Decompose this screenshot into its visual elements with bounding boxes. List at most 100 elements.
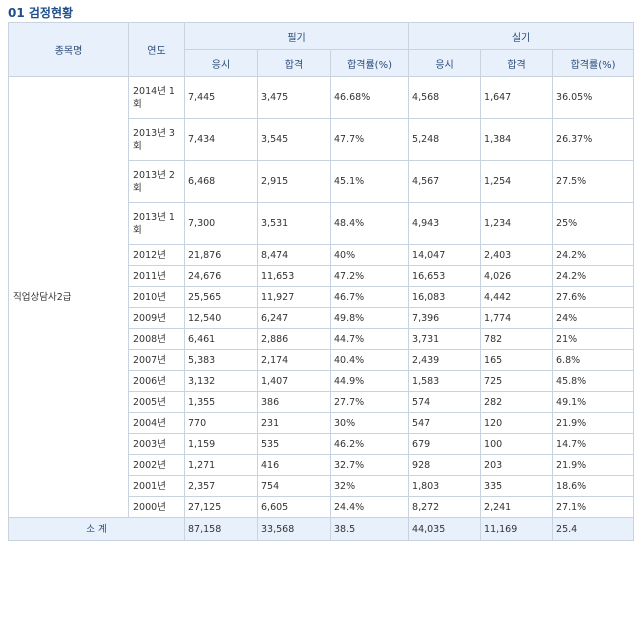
year-cell: 2007년 — [128, 349, 185, 371]
value-cell-w-pass: 231 — [257, 412, 331, 434]
value-cell-p-rate: 27.6% — [552, 286, 635, 308]
year-cell: 2006년 — [128, 370, 185, 392]
exam-status-table: 종목명 연도 필기 실기 응시 합격 합격률(%) 응시 합격 합격률(%) 직… — [8, 22, 635, 541]
year-cell: 2000년 — [128, 496, 185, 518]
value-cell-p-rate: 24% — [552, 307, 635, 329]
value-cell-p-pass: 1,647 — [480, 76, 554, 119]
value-cell-p-rate: 27.5% — [552, 160, 635, 203]
value-cell-p-app: 547 — [408, 412, 482, 434]
value-cell-p-pass: 1,234 — [480, 202, 554, 245]
value-cell-w-app: 5,383 — [184, 349, 258, 371]
value-cell-p-app: 16,083 — [408, 286, 482, 308]
value-cell-p-pass: 2,241 — [480, 496, 554, 518]
value-cell-w-pass: 1,407 — [257, 370, 331, 392]
value-cell-p-rate: 18.6% — [552, 475, 635, 497]
table-row: 2010년 25,565 11,927 46.7% 16,083 4,442 27.6% — [9, 286, 635, 308]
value-cell-w-rate: 47.7% — [329, 118, 410, 161]
value-cell-w-rate: 44.7% — [329, 328, 410, 350]
value-cell-p-pass: 203 — [480, 454, 554, 476]
total-cell-p-pass: 11,169 — [480, 517, 554, 541]
table-row: 2011년 24,676 11,653 47.2% 16,653 4,026 24.2% — [9, 265, 635, 287]
value-cell-w-app: 21,876 — [184, 244, 258, 266]
value-cell-p-app: 8,272 — [408, 496, 482, 518]
table-body: 직업상담사2급 2014년 1회 7,445 3,475 46.68% 4,568 1,64… — [8, 76, 635, 541]
value-cell-w-pass: 754 — [257, 475, 331, 497]
header-year: 연도 — [128, 22, 185, 77]
year-cell: 2002년 — [128, 454, 185, 476]
value-cell-w-pass: 6,247 — [257, 307, 331, 329]
value-cell-w-rate: 30% — [329, 412, 410, 434]
value-cell-p-pass: 120 — [480, 412, 554, 434]
year-cell: 2009년 — [128, 307, 185, 329]
year-cell: 2003년 — [128, 433, 185, 455]
value-cell-p-rate: 49.1% — [552, 391, 635, 413]
table-row: 2009년 12,540 6,247 49.8% 7,396 1,774 24% — [9, 307, 635, 329]
value-cell-w-pass: 11,653 — [257, 265, 331, 287]
value-cell-p-app: 928 — [408, 454, 482, 476]
value-cell-w-rate: 48.4% — [329, 202, 410, 245]
header-written-passed: 합격 — [257, 49, 331, 77]
header-written-applicants: 응시 — [184, 49, 258, 77]
header-row-sub: 응시 합격 합격률(%) 응시 합격 합격률(%) — [9, 49, 635, 77]
year-cell: 2014년 1회 — [128, 76, 185, 119]
value-cell-w-app: 3,132 — [184, 370, 258, 392]
header-written-rate: 합격률(%) — [329, 49, 410, 77]
value-cell-w-rate: 24.4% — [329, 496, 410, 518]
year-cell: 2013년 2회 — [128, 160, 185, 203]
value-cell-w-app: 770 — [184, 412, 258, 434]
header-written: 필기 — [183, 22, 410, 50]
total-cell-p-rate: 25.4 — [552, 517, 635, 541]
value-cell-p-pass: 725 — [480, 370, 554, 392]
table-row: 직업상담사2급 2014년 1회 7,445 3,475 46.68% 4,568 1,64… — [8, 76, 635, 518]
value-cell-w-rate: 40% — [329, 244, 410, 266]
value-cell-p-pass: 2,403 — [480, 244, 554, 266]
table-row: 2003년 1,159 535 46.2% 679 100 14.7% — [9, 433, 635, 455]
value-cell-p-app: 16,653 — [408, 265, 482, 287]
total-label: 소 계 — [8, 517, 185, 541]
value-cell-w-pass: 8,474 — [257, 244, 331, 266]
table-row: 2013년 2회 6,468 2,915 45.1% 4,567 1,254 27.5% — [9, 160, 635, 203]
value-cell-p-app: 3,731 — [408, 328, 482, 350]
value-cell-p-rate: 21.9% — [552, 454, 635, 476]
value-cell-p-rate: 36.05% — [552, 76, 635, 119]
value-cell-w-rate: 44.9% — [329, 370, 410, 392]
total-cell-p-app: 44,035 — [408, 517, 482, 541]
value-cell-p-app: 1,803 — [408, 475, 482, 497]
value-cell-w-app: 7,300 — [184, 202, 258, 245]
value-cell-p-pass: 782 — [480, 328, 554, 350]
header-item: 종목명 — [8, 22, 129, 77]
value-cell-p-app: 2,439 — [408, 349, 482, 371]
value-cell-p-rate: 21.9% — [552, 412, 635, 434]
table-row: 2007년 5,383 2,174 40.4% 2,439 165 6.8% — [9, 349, 635, 371]
value-cell-w-rate: 32.7% — [329, 454, 410, 476]
value-cell-w-rate: 32% — [329, 475, 410, 497]
value-cell-w-rate: 47.2% — [329, 265, 410, 287]
header-practical-rate: 합격률(%) — [552, 49, 635, 77]
value-cell-w-app: 24,676 — [184, 265, 258, 287]
value-cell-w-rate: 27.7% — [329, 391, 410, 413]
value-cell-p-app: 679 — [408, 433, 482, 455]
value-cell-p-pass: 335 — [480, 475, 554, 497]
value-cell-w-pass: 416 — [257, 454, 331, 476]
year-cell: 2013년 1회 — [128, 202, 185, 245]
value-cell-p-rate: 14.7% — [552, 433, 635, 455]
table-row: 2013년 1회 7,300 3,531 48.4% 4,943 1,234 25% — [9, 202, 635, 245]
value-cell-w-pass: 3,475 — [257, 76, 331, 119]
value-cell-w-pass: 535 — [257, 433, 331, 455]
value-cell-p-pass: 1,254 — [480, 160, 554, 203]
value-cell-p-pass: 4,442 — [480, 286, 554, 308]
value-cell-p-pass: 1,774 — [480, 307, 554, 329]
value-cell-w-pass: 2,886 — [257, 328, 331, 350]
value-cell-p-pass: 282 — [480, 391, 554, 413]
value-cell-w-pass: 2,915 — [257, 160, 331, 203]
value-cell-w-rate: 49.8% — [329, 307, 410, 329]
value-cell-w-app: 1,355 — [184, 391, 258, 413]
table-row: 2002년 1,271 416 32.7% 928 203 21.9% — [9, 454, 635, 476]
value-cell-w-app: 1,271 — [184, 454, 258, 476]
total-row: 소 계 87,158 33,568 38.5 44,035 11,169 25.4 — [8, 517, 635, 541]
value-cell-w-app: 6,468 — [184, 160, 258, 203]
value-cell-w-app: 7,434 — [184, 118, 258, 161]
value-cell-w-app: 2,357 — [184, 475, 258, 497]
value-cell-w-app: 12,540 — [184, 307, 258, 329]
value-cell-p-rate: 27.1% — [552, 496, 635, 518]
